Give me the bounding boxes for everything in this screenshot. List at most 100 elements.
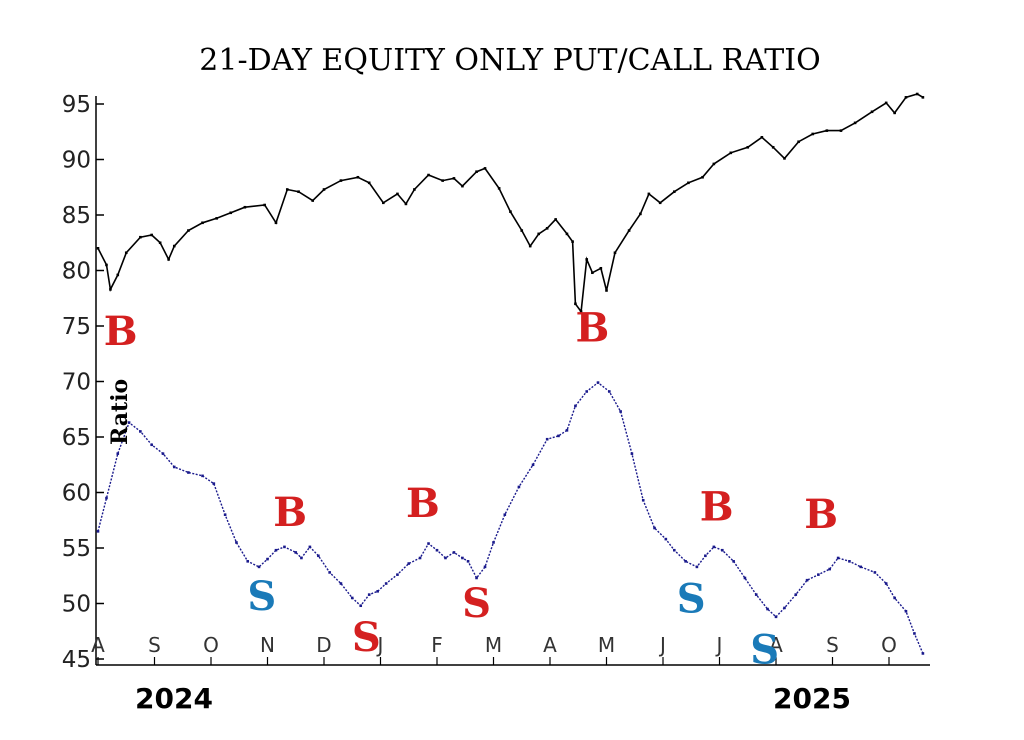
- ratio-point: [396, 573, 399, 576]
- ratio-point: [294, 551, 298, 554]
- index-point: [554, 218, 557, 221]
- y-tick-label: 75: [62, 314, 91, 340]
- ratio-point: [766, 607, 769, 611]
- ratio-point: [266, 557, 269, 561]
- index-point: [322, 188, 326, 191]
- ratio-point: [848, 560, 851, 563]
- index-point: [915, 92, 919, 96]
- ratio-point: [754, 593, 758, 596]
- ratio-point: [308, 545, 312, 549]
- ratio-point: [384, 582, 388, 585]
- index-point: [605, 289, 608, 292]
- ratio-point: [187, 471, 190, 474]
- y-tick-label: 55: [62, 536, 91, 562]
- sell-signal: S: [462, 580, 491, 627]
- index-point: [825, 129, 829, 132]
- x-tick-label: O: [881, 633, 897, 657]
- index-point: [585, 258, 589, 261]
- x-tick-label: S: [148, 633, 161, 657]
- index-point: [285, 188, 289, 191]
- index-point: [571, 240, 574, 243]
- index-point: [639, 212, 642, 216]
- ratio-point: [300, 556, 303, 560]
- index-point: [545, 227, 549, 230]
- ratio-point: [161, 452, 165, 455]
- ratio-point: [172, 465, 176, 469]
- x-tick-label: M: [598, 633, 615, 657]
- index-point: [201, 221, 204, 225]
- index-point: [497, 187, 501, 190]
- index-point: [771, 145, 775, 149]
- x-tick-label: S: [826, 633, 839, 657]
- index-point: [647, 192, 651, 196]
- index-point: [116, 273, 120, 277]
- y-ticks: 45 50 55 60 65 70 75 80 85 90 95: [62, 92, 104, 673]
- ratio-point: [574, 404, 577, 408]
- ratio-point: [695, 565, 699, 569]
- ratio-point: [585, 390, 589, 393]
- axes: [95, 96, 930, 666]
- index-point: [627, 229, 631, 232]
- ratio-point: [517, 485, 521, 489]
- index-point: [382, 201, 385, 205]
- index-point: [413, 188, 416, 191]
- ratio-point: [721, 548, 724, 552]
- year-label: 2024: [135, 682, 213, 715]
- ratio-point: [913, 632, 916, 635]
- ratio-point: [712, 545, 716, 549]
- index-point: [229, 211, 233, 215]
- index-point: [311, 199, 314, 202]
- ratio-point: [444, 556, 447, 560]
- ratio-point: [475, 576, 478, 580]
- index-point: [396, 192, 399, 196]
- buy-signal: B: [104, 308, 138, 355]
- index-point: [687, 181, 690, 185]
- ratio-point: [873, 571, 877, 574]
- buy-signal: B: [273, 489, 307, 536]
- y-tick-label: 65: [62, 425, 91, 451]
- ratio-point: [596, 381, 600, 384]
- ratio-point: [246, 560, 250, 563]
- ratio-point: [684, 560, 687, 563]
- ratio-point: [483, 565, 487, 569]
- ratio-point: [641, 498, 645, 502]
- ratio-point: [418, 556, 422, 560]
- index-point: [509, 210, 512, 213]
- y-tick-label: 90: [62, 148, 91, 174]
- ratio-point: [492, 541, 495, 544]
- index-point: [367, 181, 371, 185]
- x-tick-label: F: [431, 633, 443, 657]
- index-point: [839, 129, 843, 132]
- x-tick-label: J: [376, 633, 384, 657]
- ratio-point: [794, 593, 798, 596]
- ratio-point: [673, 548, 676, 552]
- ratio-point: [350, 596, 354, 600]
- x-tick-label: N: [260, 633, 275, 657]
- y-axis-label: Ratio: [107, 379, 133, 445]
- ratio-point: [893, 596, 896, 600]
- buy-signal: B: [700, 483, 734, 530]
- ratio-point: [427, 542, 430, 545]
- sell-signal: S: [677, 575, 706, 622]
- index-point: [452, 177, 456, 180]
- index-point: [187, 229, 190, 232]
- index-point: [109, 288, 112, 291]
- ratio-point: [743, 576, 747, 580]
- index-point: [613, 251, 617, 255]
- ratio-point: [732, 560, 735, 563]
- ratio-point: [139, 430, 142, 433]
- ratio-point: [328, 571, 331, 574]
- ratio-point: [283, 545, 286, 549]
- y-tick-label: 45: [62, 647, 91, 673]
- index-point: [297, 190, 300, 193]
- ratio-point: [503, 513, 507, 516]
- ratio-point: [805, 578, 809, 582]
- x-tick-label: J: [658, 633, 666, 657]
- ratio-point: [653, 526, 656, 530]
- ratio-point: [339, 582, 343, 585]
- buy-signal: B: [804, 491, 838, 538]
- ratio-point: [452, 551, 456, 554]
- index-point: [274, 221, 278, 225]
